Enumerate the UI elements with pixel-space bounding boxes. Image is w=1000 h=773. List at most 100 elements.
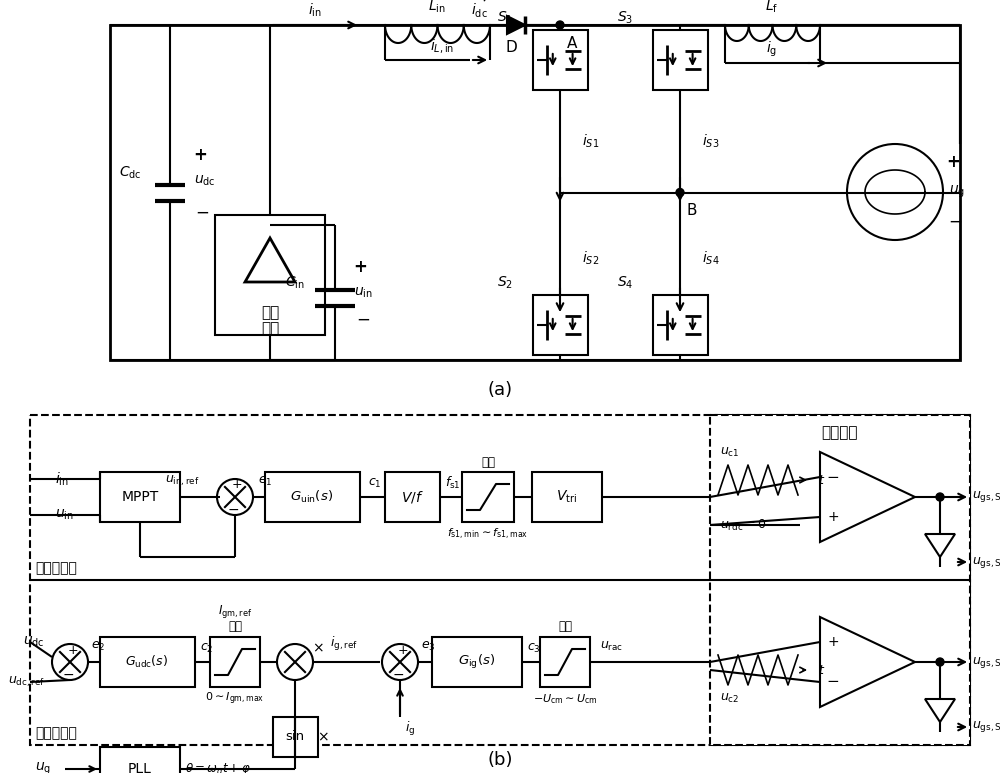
- Circle shape: [676, 189, 684, 196]
- Text: $V/f$: $V/f$: [401, 489, 423, 505]
- Text: $f_{\rm s1}$: $f_{\rm s1}$: [445, 475, 461, 491]
- Text: $u_{\rm rdc}=0$: $u_{\rm rdc}=0$: [720, 517, 767, 533]
- Text: $i_{L,\rm in}$: $i_{L,\rm in}$: [430, 37, 454, 55]
- Text: $u_{\rm dc,ref}$: $u_{\rm dc,ref}$: [8, 675, 45, 690]
- Circle shape: [936, 493, 944, 501]
- Text: $c_2$: $c_2$: [200, 642, 213, 655]
- Text: $G_{\rm uin}(s)$: $G_{\rm uin}(s)$: [290, 489, 334, 505]
- Text: $u_{\rm g}$: $u_{\rm g}$: [35, 761, 51, 773]
- Text: $-U_{\rm cm}{\sim}U_{\rm cm}$: $-U_{\rm cm}{\sim}U_{\rm cm}$: [533, 692, 597, 706]
- Text: $c_1$: $c_1$: [368, 476, 382, 489]
- Text: $\overrightarrow{i_{\rm dc}}$: $\overrightarrow{i_{\rm dc}}$: [471, 0, 489, 19]
- Text: $i_{\rm in}$: $i_{\rm in}$: [55, 470, 69, 488]
- Text: $u_{\rm dc}$: $u_{\rm dc}$: [194, 173, 216, 188]
- Text: $G_{\rm ig}(s)$: $G_{\rm ig}(s)$: [458, 653, 496, 671]
- Text: PLL: PLL: [128, 762, 152, 773]
- Text: +: +: [353, 258, 367, 277]
- Text: −: −: [392, 668, 404, 682]
- Text: 限幅: 限幅: [228, 621, 242, 634]
- Text: 调制逻辑: 调制逻辑: [822, 425, 858, 441]
- Text: $f_{\rm s1,min}{\sim}f_{\rm s1,max}$: $f_{\rm s1,min}{\sim}f_{\rm s1,max}$: [447, 526, 529, 542]
- Text: $u_{\rm rac}$: $u_{\rm rac}$: [600, 639, 624, 652]
- Text: 交流侧控制: 交流侧控制: [35, 726, 77, 740]
- Text: $u_{\rm c2}$: $u_{\rm c2}$: [720, 692, 739, 704]
- Bar: [533, 295, 588, 355]
- Text: $\theta=\omega_g t+\varphi$: $\theta=\omega_g t+\varphi$: [185, 761, 251, 773]
- Text: $u_{\rm dc}$: $u_{\rm dc}$: [23, 635, 45, 649]
- Text: $L_{\rm in}$: $L_{\rm in}$: [428, 0, 446, 15]
- Text: sin: sin: [285, 730, 305, 744]
- Text: +: +: [398, 643, 408, 656]
- Text: 电池: 电池: [261, 322, 279, 336]
- Bar: [100, 472, 180, 522]
- Text: $i_{S1}$: $i_{S1}$: [582, 132, 599, 150]
- Text: $\times$: $\times$: [312, 641, 324, 655]
- Text: −: −: [948, 213, 962, 231]
- Text: $i_{\rm g}$: $i_{\rm g}$: [405, 720, 415, 738]
- Text: $i_{\rm in}$: $i_{\rm in}$: [308, 2, 322, 19]
- Text: $i_{\rm g}$: $i_{\rm g}$: [766, 39, 778, 59]
- Text: $I_{\rm gm,ref}$: $I_{\rm gm,ref}$: [218, 602, 252, 619]
- Text: MPPT: MPPT: [121, 490, 159, 504]
- Text: $u_{\rm gs,S2}$: $u_{\rm gs,S2}$: [972, 489, 1000, 505]
- Text: $u_{\rm c1}$: $u_{\rm c1}$: [720, 445, 739, 458]
- Text: $u_{\rm gs,S4}$: $u_{\rm gs,S4}$: [972, 655, 1000, 669]
- Text: +: +: [232, 478, 242, 492]
- Text: $u_{\rm g}$: $u_{\rm g}$: [949, 184, 965, 200]
- Text: $C_{\rm dc}$: $C_{\rm dc}$: [119, 165, 141, 181]
- Bar: [265, 472, 360, 522]
- Text: D: D: [505, 39, 517, 55]
- Text: 限频: 限频: [481, 455, 495, 468]
- Text: $V_{\rm tri}$: $V_{\rm tri}$: [556, 489, 578, 506]
- Text: $u_{\rm in}$: $u_{\rm in}$: [55, 508, 74, 523]
- Text: $e_3$: $e_3$: [421, 639, 435, 652]
- Text: $e_1$: $e_1$: [258, 475, 272, 488]
- Text: −: −: [827, 675, 839, 690]
- Text: A: A: [567, 36, 577, 50]
- Text: $u_{\rm gs,S3}$: $u_{\rm gs,S3}$: [972, 720, 1000, 734]
- Bar: [540, 637, 590, 687]
- Text: $S_2$: $S_2$: [497, 274, 513, 291]
- Bar: [100, 637, 195, 687]
- Text: $i_{S3}$: $i_{S3}$: [702, 132, 719, 150]
- Text: $i_{S2}$: $i_{S2}$: [582, 250, 599, 267]
- Text: −: −: [827, 469, 839, 485]
- Text: (b): (b): [487, 751, 513, 769]
- Text: B: B: [687, 203, 697, 218]
- Bar: [710, 415, 970, 745]
- Text: $S_3$: $S_3$: [617, 10, 633, 26]
- Bar: [385, 472, 440, 522]
- Bar: [100, 747, 180, 773]
- Text: $S_1$: $S_1$: [497, 10, 513, 26]
- Text: −: −: [62, 668, 74, 682]
- Text: $t$: $t$: [818, 663, 825, 676]
- Bar: [30, 415, 970, 745]
- Text: +: +: [827, 510, 839, 524]
- Bar: [532, 472, 602, 522]
- Text: +: +: [68, 643, 78, 656]
- Text: −: −: [227, 503, 239, 517]
- Text: $c_3$: $c_3$: [527, 642, 541, 655]
- Text: $u_{\rm gs,S1}$: $u_{\rm gs,S1}$: [972, 554, 1000, 570]
- Bar: [215, 215, 325, 335]
- Text: $S_4$: $S_4$: [617, 274, 633, 291]
- Bar: [462, 472, 514, 522]
- Text: +: +: [827, 635, 839, 649]
- Bar: [653, 30, 708, 90]
- Text: $L_{\rm f}$: $L_{\rm f}$: [765, 0, 779, 15]
- Text: $e_2$: $e_2$: [91, 639, 105, 652]
- Text: $C_{\rm in}$: $C_{\rm in}$: [285, 274, 305, 291]
- Text: $u_{\rm in,ref}$: $u_{\rm in,ref}$: [165, 474, 200, 489]
- Text: $i_{S4}$: $i_{S4}$: [702, 250, 720, 267]
- Text: $i_{\rm g,ref}$: $i_{\rm g,ref}$: [330, 635, 358, 653]
- Text: +: +: [193, 145, 207, 164]
- Text: −: −: [356, 311, 370, 329]
- Text: $G_{\rm udc}(s)$: $G_{\rm udc}(s)$: [125, 654, 169, 670]
- Polygon shape: [507, 16, 525, 34]
- Bar: [273, 717, 318, 757]
- Text: 限幅: 限幅: [558, 621, 572, 634]
- Text: $t$: $t$: [818, 474, 825, 486]
- Text: 光伏: 光伏: [261, 305, 279, 321]
- Text: $\times$: $\times$: [317, 730, 329, 744]
- Text: −: −: [195, 203, 209, 222]
